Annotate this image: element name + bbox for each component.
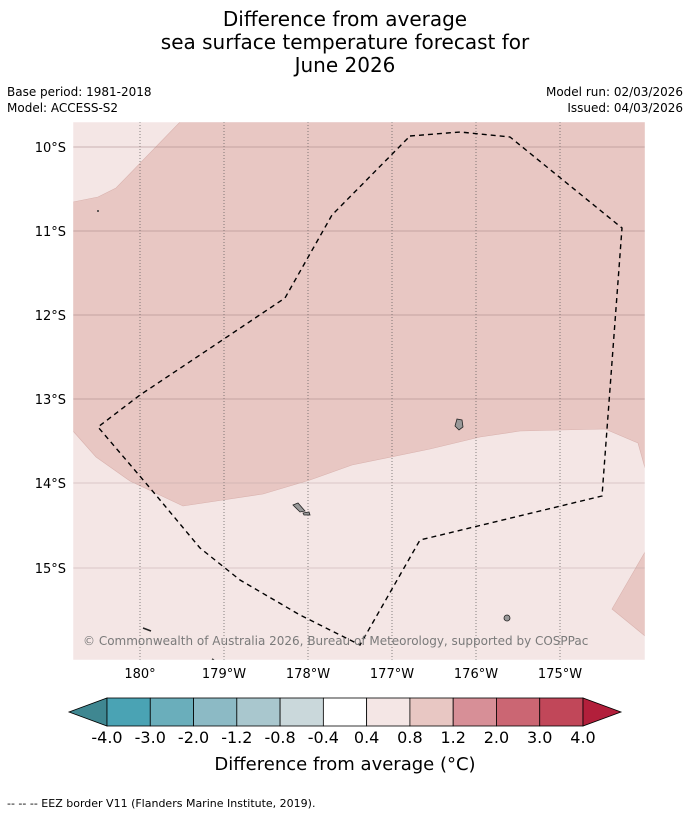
islet-south-west [142, 627, 152, 632]
colorbar-cells [106, 697, 584, 727]
colorbar-tick-label: -2.0 [178, 728, 209, 747]
colorbar-tick-label: -4.0 [91, 728, 122, 747]
lon-label: 180° [124, 667, 155, 682]
island-east [454, 418, 464, 431]
lon-labels: 180° 179°W 178°W 177°W 176°W 175°W [124, 667, 582, 682]
lat-label: 10°S [35, 141, 66, 156]
anomaly-band-high-corner [611, 551, 645, 637]
colorbar-tick-label: 2.0 [484, 728, 509, 747]
colorbar-cell [322, 697, 368, 727]
map-title: Difference from average sea surface temp… [0, 8, 690, 77]
island-south-west-small [302, 511, 311, 516]
colorbar: -4.0 -3.0 -2.0 -1.2 -0.8 -0.4 0.4 0.8 1.2 2.0 3.0 4… [67, 697, 623, 747]
colorbar-cell [193, 697, 238, 727]
lat-label: 15°S [35, 562, 66, 577]
colorbar-tick-label: 4.0 [570, 728, 595, 747]
meta-right: Model run: 02/03/2026 Issued: 04/03/2026 [546, 84, 683, 116]
colorbar-tick-label: -0.8 [264, 728, 295, 747]
lat-labels: 10°S 11°S 12°S 13°S 14°S 15°S [35, 141, 66, 577]
map-area: © Commonwealth of Australia 2026, Bureau… [73, 122, 645, 660]
lon-label: 176°W [454, 667, 498, 682]
model-name: Model: ACCESS-S2 [7, 101, 119, 115]
title-line-2: sea surface temperature forecast for [160, 30, 530, 54]
colorbar-cell [452, 697, 497, 727]
colorbar-cell [149, 697, 194, 727]
anomaly-band-high [73, 122, 645, 507]
lon-label: 178°W [286, 667, 330, 682]
lon-label: 179°W [202, 667, 246, 682]
colorbar-extend-high [582, 697, 623, 727]
colorbar-tick-label: 3.0 [527, 728, 552, 747]
colorbar-cell [539, 697, 584, 727]
colorbar-cell [409, 697, 454, 727]
colorbar-tick-label: 0.8 [397, 728, 422, 747]
lon-label: 175°W [538, 667, 582, 682]
colorbar-cell [496, 697, 541, 727]
eez-border [96, 131, 623, 646]
colorbar-tick-labels: -4.0 -3.0 -2.0 -1.2 -0.8 -0.4 0.4 0.8 1.2 2.0 3.0 4… [91, 728, 595, 747]
meta-left: Base period: 1981-2018 Model: ACCESS-S2 [7, 84, 152, 116]
colorbar-tick-label: -3.0 [135, 728, 166, 747]
colorbar-cell [366, 697, 411, 727]
map-frame [72, 121, 646, 661]
colorbar-tick-label: -1.2 [221, 728, 252, 747]
island-south-east [503, 614, 511, 622]
islands [97, 210, 511, 660]
islet-north-west [97, 210, 99, 212]
lat-label: 13°S [35, 393, 66, 408]
island-south-west [292, 502, 306, 513]
title-line-1: Difference from average [222, 7, 468, 31]
colorbar-cell [106, 697, 151, 727]
lon-label: 177°W [370, 667, 414, 682]
copyright-text: © Commonwealth of Australia 2026, Bureau… [83, 634, 588, 648]
title-line-3: June 2026 [294, 53, 396, 77]
graticule [73, 122, 645, 660]
eez-legend: -- -- -- EEZ border V11 (Flanders Marine… [7, 797, 316, 810]
colorbar-cell [236, 697, 281, 727]
lat-label: 12°S [35, 309, 66, 324]
colorbar-extend-low [67, 697, 108, 727]
colorbar-tick-label: -0.4 [308, 728, 339, 747]
model-run: Model run: 02/03/2026 [545, 85, 683, 99]
issued-date: Issued: 04/03/2026 [567, 101, 683, 115]
colorbar-tick-label: 0.4 [354, 728, 379, 747]
colorbar-tick-label: 1.2 [440, 728, 465, 747]
lat-label: 11°S [35, 225, 66, 240]
lat-label: 14°S [35, 477, 66, 492]
base-period: Base period: 1981-2018 [7, 85, 152, 99]
colorbar-label: Difference from average (°C) [214, 754, 476, 775]
colorbar-cell [279, 697, 324, 727]
